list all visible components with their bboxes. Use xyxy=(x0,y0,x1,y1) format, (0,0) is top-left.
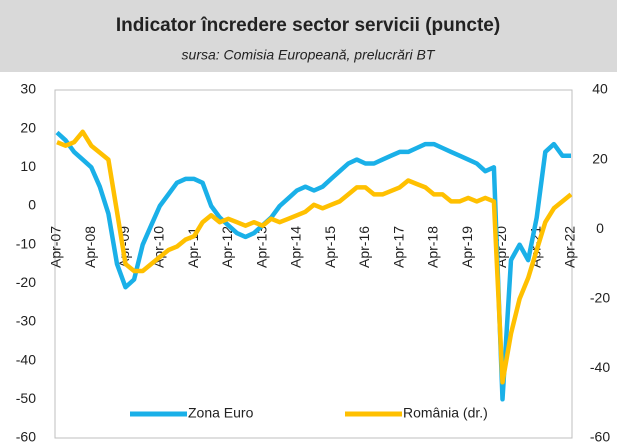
series-line xyxy=(56,129,573,385)
x-tick-label: Apr-13 xyxy=(253,226,269,268)
y-tick-label: -40 xyxy=(16,351,36,367)
chart-subtitle: sursa: Comisia Europeană, prelucrări BT xyxy=(182,47,436,63)
y-tick-label: -50 xyxy=(16,390,36,406)
x-tick-label: Apr-22 xyxy=(562,226,578,268)
y-tick-label: 10 xyxy=(20,158,36,174)
x-tick-label: Apr-18 xyxy=(425,226,441,268)
y-tick-label: -30 xyxy=(16,313,36,329)
x-tick-label: Apr-12 xyxy=(219,226,235,268)
y2-tick-label: 40 xyxy=(592,81,608,97)
header-band xyxy=(0,0,617,72)
y-tick-label: -10 xyxy=(16,235,36,251)
y-tick-label: -20 xyxy=(16,274,36,290)
y-tick-label: 0 xyxy=(28,197,36,213)
x-tick-label: Apr-14 xyxy=(288,226,304,268)
legend-label: Zona Euro xyxy=(188,405,254,421)
x-tick-label: Apr-07 xyxy=(48,226,64,268)
x-tick-label: Apr-19 xyxy=(459,226,475,268)
x-tick-label: Apr-17 xyxy=(390,226,406,268)
x-tick-label: Apr-16 xyxy=(356,226,372,268)
y-tick-label: -60 xyxy=(16,429,36,445)
series-line xyxy=(55,130,571,402)
y2-tick-label: -20 xyxy=(590,290,610,306)
y2-tick-label: 20 xyxy=(592,150,608,166)
y-tick-label: 20 xyxy=(20,119,36,135)
y2-tick-label: -40 xyxy=(590,359,610,375)
y2-tick-label: -60 xyxy=(590,429,610,445)
chart-title: Indicator încredere sector servicii (pun… xyxy=(116,15,500,36)
x-tick-label: Apr-15 xyxy=(322,226,338,268)
legend-label: România (dr.) xyxy=(403,405,488,421)
plot-frame xyxy=(54,89,573,439)
y-tick-label: 30 xyxy=(20,81,36,97)
x-tick-label: Apr-08 xyxy=(82,226,98,268)
y2-tick-label: 0 xyxy=(596,220,604,236)
